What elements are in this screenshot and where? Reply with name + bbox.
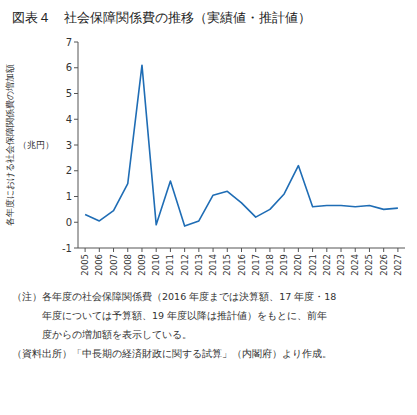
x-tick <box>184 248 185 252</box>
x-tick <box>397 248 398 252</box>
x-tick <box>156 248 157 252</box>
y-axis-label: 各年度における社会保障関係費の増加額 <box>5 64 15 226</box>
x-tick <box>99 248 100 252</box>
x-tick <box>198 248 199 252</box>
x-tick-label: 2009 <box>137 254 147 276</box>
x-tick <box>312 248 313 252</box>
x-tick-label: 2026 <box>379 254 389 276</box>
axes: -1 0 1 2 3 4 5 6 7 2005 2006 2007 2008 2009 2010 2011 20… <box>62 37 405 276</box>
x-tick-label: 2006 <box>94 254 104 276</box>
y-axis-unit: （兆円） <box>18 140 54 150</box>
x-tick <box>85 248 86 252</box>
x-tick-label: 2023 <box>336 254 346 276</box>
x-tick <box>170 248 171 252</box>
x-tick-label: 2013 <box>194 254 204 276</box>
note: （資料出所）「中長期の経済財政に関する試算」（内閣府）より作成。 <box>12 348 332 359</box>
y-tick <box>74 248 78 249</box>
y-tick-label: 0 <box>66 217 72 228</box>
y-tick <box>74 67 78 68</box>
notes: （注）各年度の社会保障関係費（2016 年度までは決算額、17 年度・18 年度… <box>12 291 336 359</box>
title: 図表４ 社会保障関係費の推移（実績値・推計値） <box>12 10 311 25</box>
data-line <box>85 65 398 226</box>
y-tick <box>74 93 78 94</box>
x-tick <box>369 248 370 252</box>
y-tick-label: 5 <box>66 88 72 99</box>
plot-area <box>85 65 398 226</box>
x-tick-label: 2016 <box>237 254 247 276</box>
y-tick-label: -1 <box>62 243 72 254</box>
x-tick-label: 2008 <box>123 254 133 276</box>
x-tick-label: 2007 <box>109 254 119 276</box>
x-tick-label: 2024 <box>350 254 360 276</box>
chart: 図表４ 社会保障関係費の推移（実績値・推計値） 各年度における社会保障関係費の増加… <box>0 0 417 415</box>
x-tick-label: 2018 <box>265 254 275 276</box>
x-tick <box>227 248 228 252</box>
y-tick-label: 3 <box>66 140 72 151</box>
y-tick <box>74 42 78 43</box>
x-tick-label: 2027 <box>393 254 403 276</box>
y-tick-label: 4 <box>66 114 72 125</box>
y-tick <box>74 170 78 171</box>
y-tick-label: 2 <box>66 165 72 176</box>
x-tick <box>113 248 114 252</box>
y-tick <box>74 196 78 197</box>
x-tick-label: 2022 <box>322 254 332 276</box>
x-tick <box>298 248 299 252</box>
y-tick <box>74 222 78 223</box>
x-tick-label: 2014 <box>208 254 218 276</box>
y-tick-label: 1 <box>66 191 72 202</box>
y-tick-label: 7 <box>66 37 72 48</box>
x-tick <box>241 248 242 252</box>
x-tick <box>213 248 214 252</box>
x-tick <box>355 248 356 252</box>
y-tick-label: 6 <box>66 62 72 73</box>
x-tick-label: 2025 <box>364 254 374 276</box>
x-tick-label: 2005 <box>80 254 90 276</box>
note: （注）各年度の社会保障関係費（2016 年度までは決算額、17 年度・18 <box>12 291 336 302</box>
x-tick-label: 2017 <box>251 254 261 276</box>
x-tick <box>326 248 327 252</box>
x-tick-label: 2011 <box>165 254 175 276</box>
x-tick-label: 2020 <box>293 254 303 276</box>
note: 年度については予算額、19 年度以降は推計値）をもとに、前年 <box>12 310 327 321</box>
x-tick-label: 2010 <box>151 254 161 276</box>
x-tick <box>341 248 342 252</box>
y-tick <box>74 145 78 146</box>
x-tick <box>141 248 142 252</box>
x-tick-label: 2015 <box>222 254 232 276</box>
x-tick <box>284 248 285 252</box>
x-tick <box>383 248 384 252</box>
x-tick <box>269 248 270 252</box>
x-tick-label: 2021 <box>308 254 318 276</box>
x-tick <box>127 248 128 252</box>
y-tick <box>74 119 78 120</box>
x-tick <box>255 248 256 252</box>
x-tick-label: 2012 <box>180 254 190 276</box>
x-tick-label: 2019 <box>279 254 289 276</box>
note: 度からの増加額を表示している。 <box>12 329 192 340</box>
